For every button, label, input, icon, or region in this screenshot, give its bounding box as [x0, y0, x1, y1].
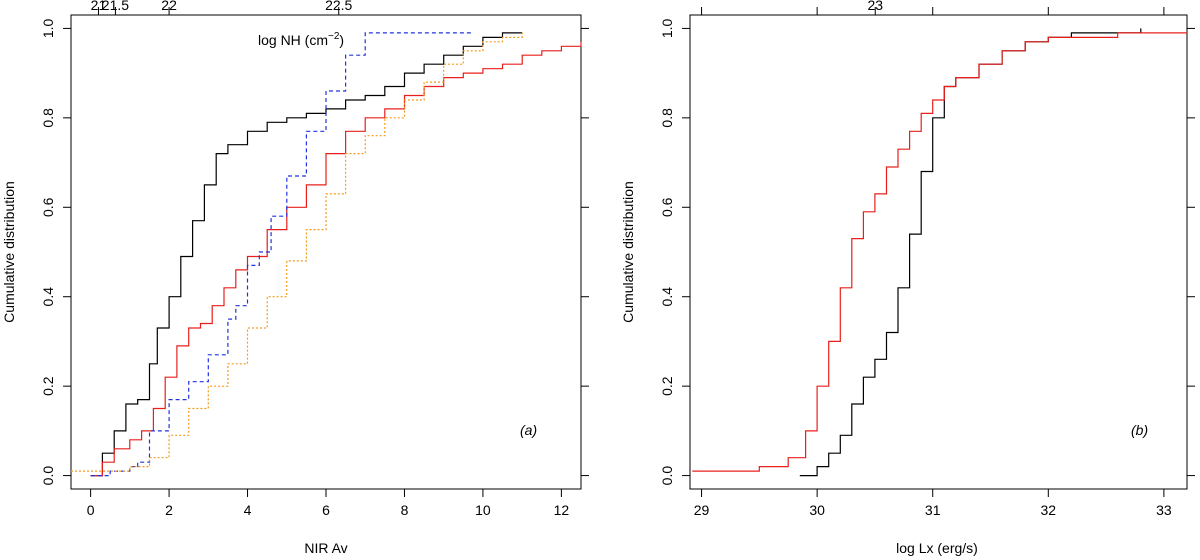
panel-a-plot-frame — [70, 14, 582, 490]
y-tick-label: 1.0 — [40, 18, 56, 38]
top-axis-title: log NH (cm−2) — [258, 31, 344, 48]
y-tick-label: 0.0 — [40, 466, 56, 486]
y-tick-label: 0.4 — [40, 287, 56, 307]
y-tick-label: 0.8 — [40, 108, 56, 128]
y-tick-label: 0.4 — [659, 287, 675, 307]
series-red-line — [90, 41, 582, 477]
series-red-line — [692, 32, 1187, 472]
x-tick-label: 33 — [1156, 502, 1172, 518]
top-x-tick-label: 22.5 — [325, 0, 352, 13]
series-orange-line — [71, 32, 523, 472]
panel-a-y-axis-title: Cumulative distribution — [1, 181, 17, 323]
top-x-tick-label: 22 — [161, 0, 177, 13]
top-x-tick-label: 21 — [91, 0, 107, 13]
top-x-tick-label: 23 — [867, 0, 883, 13]
panel-a-x-axis-title: NIR Av — [304, 540, 347, 556]
x-tick-label: 12 — [554, 502, 570, 518]
x-tick-label: 31 — [925, 502, 941, 518]
x-tick-label: 29 — [694, 502, 710, 518]
y-tick-label: 0.2 — [40, 376, 56, 396]
panel-b-x-axis-title: log Lx (erg/s) — [896, 540, 978, 556]
panel-b-axis-ticks: 29 30 31 32 33 0.0 0.2 0.4 0.6 0.8 1.0 — [659, 7, 1195, 518]
y-tick-label: 0.6 — [659, 197, 675, 217]
panel-a-series — [71, 32, 582, 477]
y-tick-label: 1.0 — [659, 18, 675, 38]
panel-b-y-axis-title: Cumulative distribution — [620, 181, 636, 323]
y-tick-label: 0.0 — [659, 466, 675, 486]
x-tick-label: 2 — [165, 502, 173, 518]
panel-b-plot-frame — [689, 14, 1188, 490]
panel-b-series — [692, 28, 1187, 477]
x-tick-label: 4 — [244, 502, 252, 518]
x-tick-label: 6 — [322, 502, 330, 518]
series-black-line — [90, 32, 523, 477]
top-x-tick-label: 21.5 — [102, 0, 129, 13]
top-axis-title-suffix: ) — [339, 32, 344, 48]
panel-a-annotation: (a) — [520, 422, 537, 438]
series-black-line — [799, 28, 1142, 477]
series-blue-line — [90, 32, 472, 477]
panel-b-cumulative-lx: 29 30 31 32 33 0.0 0.2 0.4 0.6 0.8 1.0 log Lx (erg… — [620, 7, 1195, 556]
top-axis-title-exponent: −2 — [328, 31, 340, 42]
y-tick-label: 0.2 — [659, 376, 675, 396]
x-tick-label: 30 — [809, 502, 825, 518]
x-tick-label: 8 — [401, 502, 409, 518]
x-tick-label: 10 — [475, 502, 491, 518]
y-tick-label: 0.8 — [659, 108, 675, 128]
x-tick-label: 0 — [87, 502, 95, 518]
top-axis-title-prefix: log NH (cm — [258, 32, 328, 48]
y-tick-label: 0.6 — [40, 197, 56, 217]
x-tick-label: 32 — [1041, 502, 1057, 518]
panel-b-annotation: (b) — [1131, 422, 1148, 438]
